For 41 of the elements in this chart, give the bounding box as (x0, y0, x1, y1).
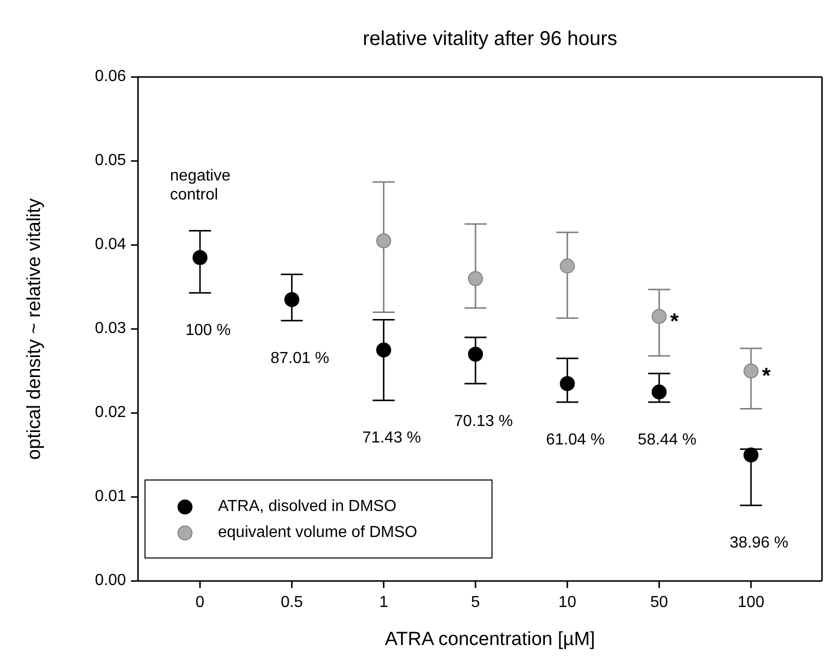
annotation: * (762, 363, 771, 388)
x-tick-label: 0.5 (280, 594, 304, 611)
legend-label: ATRA, disolved in DMSO (218, 498, 396, 516)
point (652, 384, 667, 400)
y-tick-label: 0.06 (94, 68, 126, 86)
chart-title: relative vitality after 96 hours (362, 28, 618, 50)
point (744, 364, 758, 378)
y-tick-label: 0.01 (94, 488, 126, 506)
y-tick-label: 0.02 (94, 404, 126, 422)
y-tick-label: 0.04 (94, 236, 126, 254)
point (376, 342, 392, 358)
point (192, 250, 208, 266)
x-axis-title: ATRA concentration [µM] (384, 629, 596, 650)
y-axis-title: optical density ~ relative vitality (24, 198, 45, 460)
annotation: 100 % (185, 322, 231, 340)
y-tick-label: 0.00 (94, 572, 126, 590)
point (376, 233, 392, 248)
x-tick-label: 1 (379, 594, 388, 611)
x-tick-label: 100 (738, 594, 764, 611)
point (284, 292, 300, 308)
legend-label: equivalent volume of DMSO (218, 524, 418, 542)
point (652, 308, 667, 324)
x-tick-label: 50 (650, 594, 668, 611)
point (468, 271, 483, 286)
point (560, 258, 575, 274)
point (744, 448, 758, 462)
annotation: 58.44 % (638, 431, 697, 448)
annotation: negative control (170, 168, 231, 204)
annotation: 87.01 % (270, 350, 330, 367)
point (468, 346, 483, 362)
annotation: 70.13 % (454, 412, 513, 430)
x-tick-label: 0 (196, 594, 205, 611)
annotation: 38.96 % (730, 534, 788, 552)
y-tick-label: 0.03 (94, 320, 126, 338)
annotation: * (670, 308, 680, 334)
x-tick-label: 5 (471, 594, 480, 611)
annotation: 61.04 % (546, 431, 605, 448)
annotation: 71.43 % (362, 430, 422, 447)
x-tick-label: 10 (558, 594, 576, 611)
y-tick-label: 0.05 (94, 152, 126, 170)
point (560, 376, 575, 392)
